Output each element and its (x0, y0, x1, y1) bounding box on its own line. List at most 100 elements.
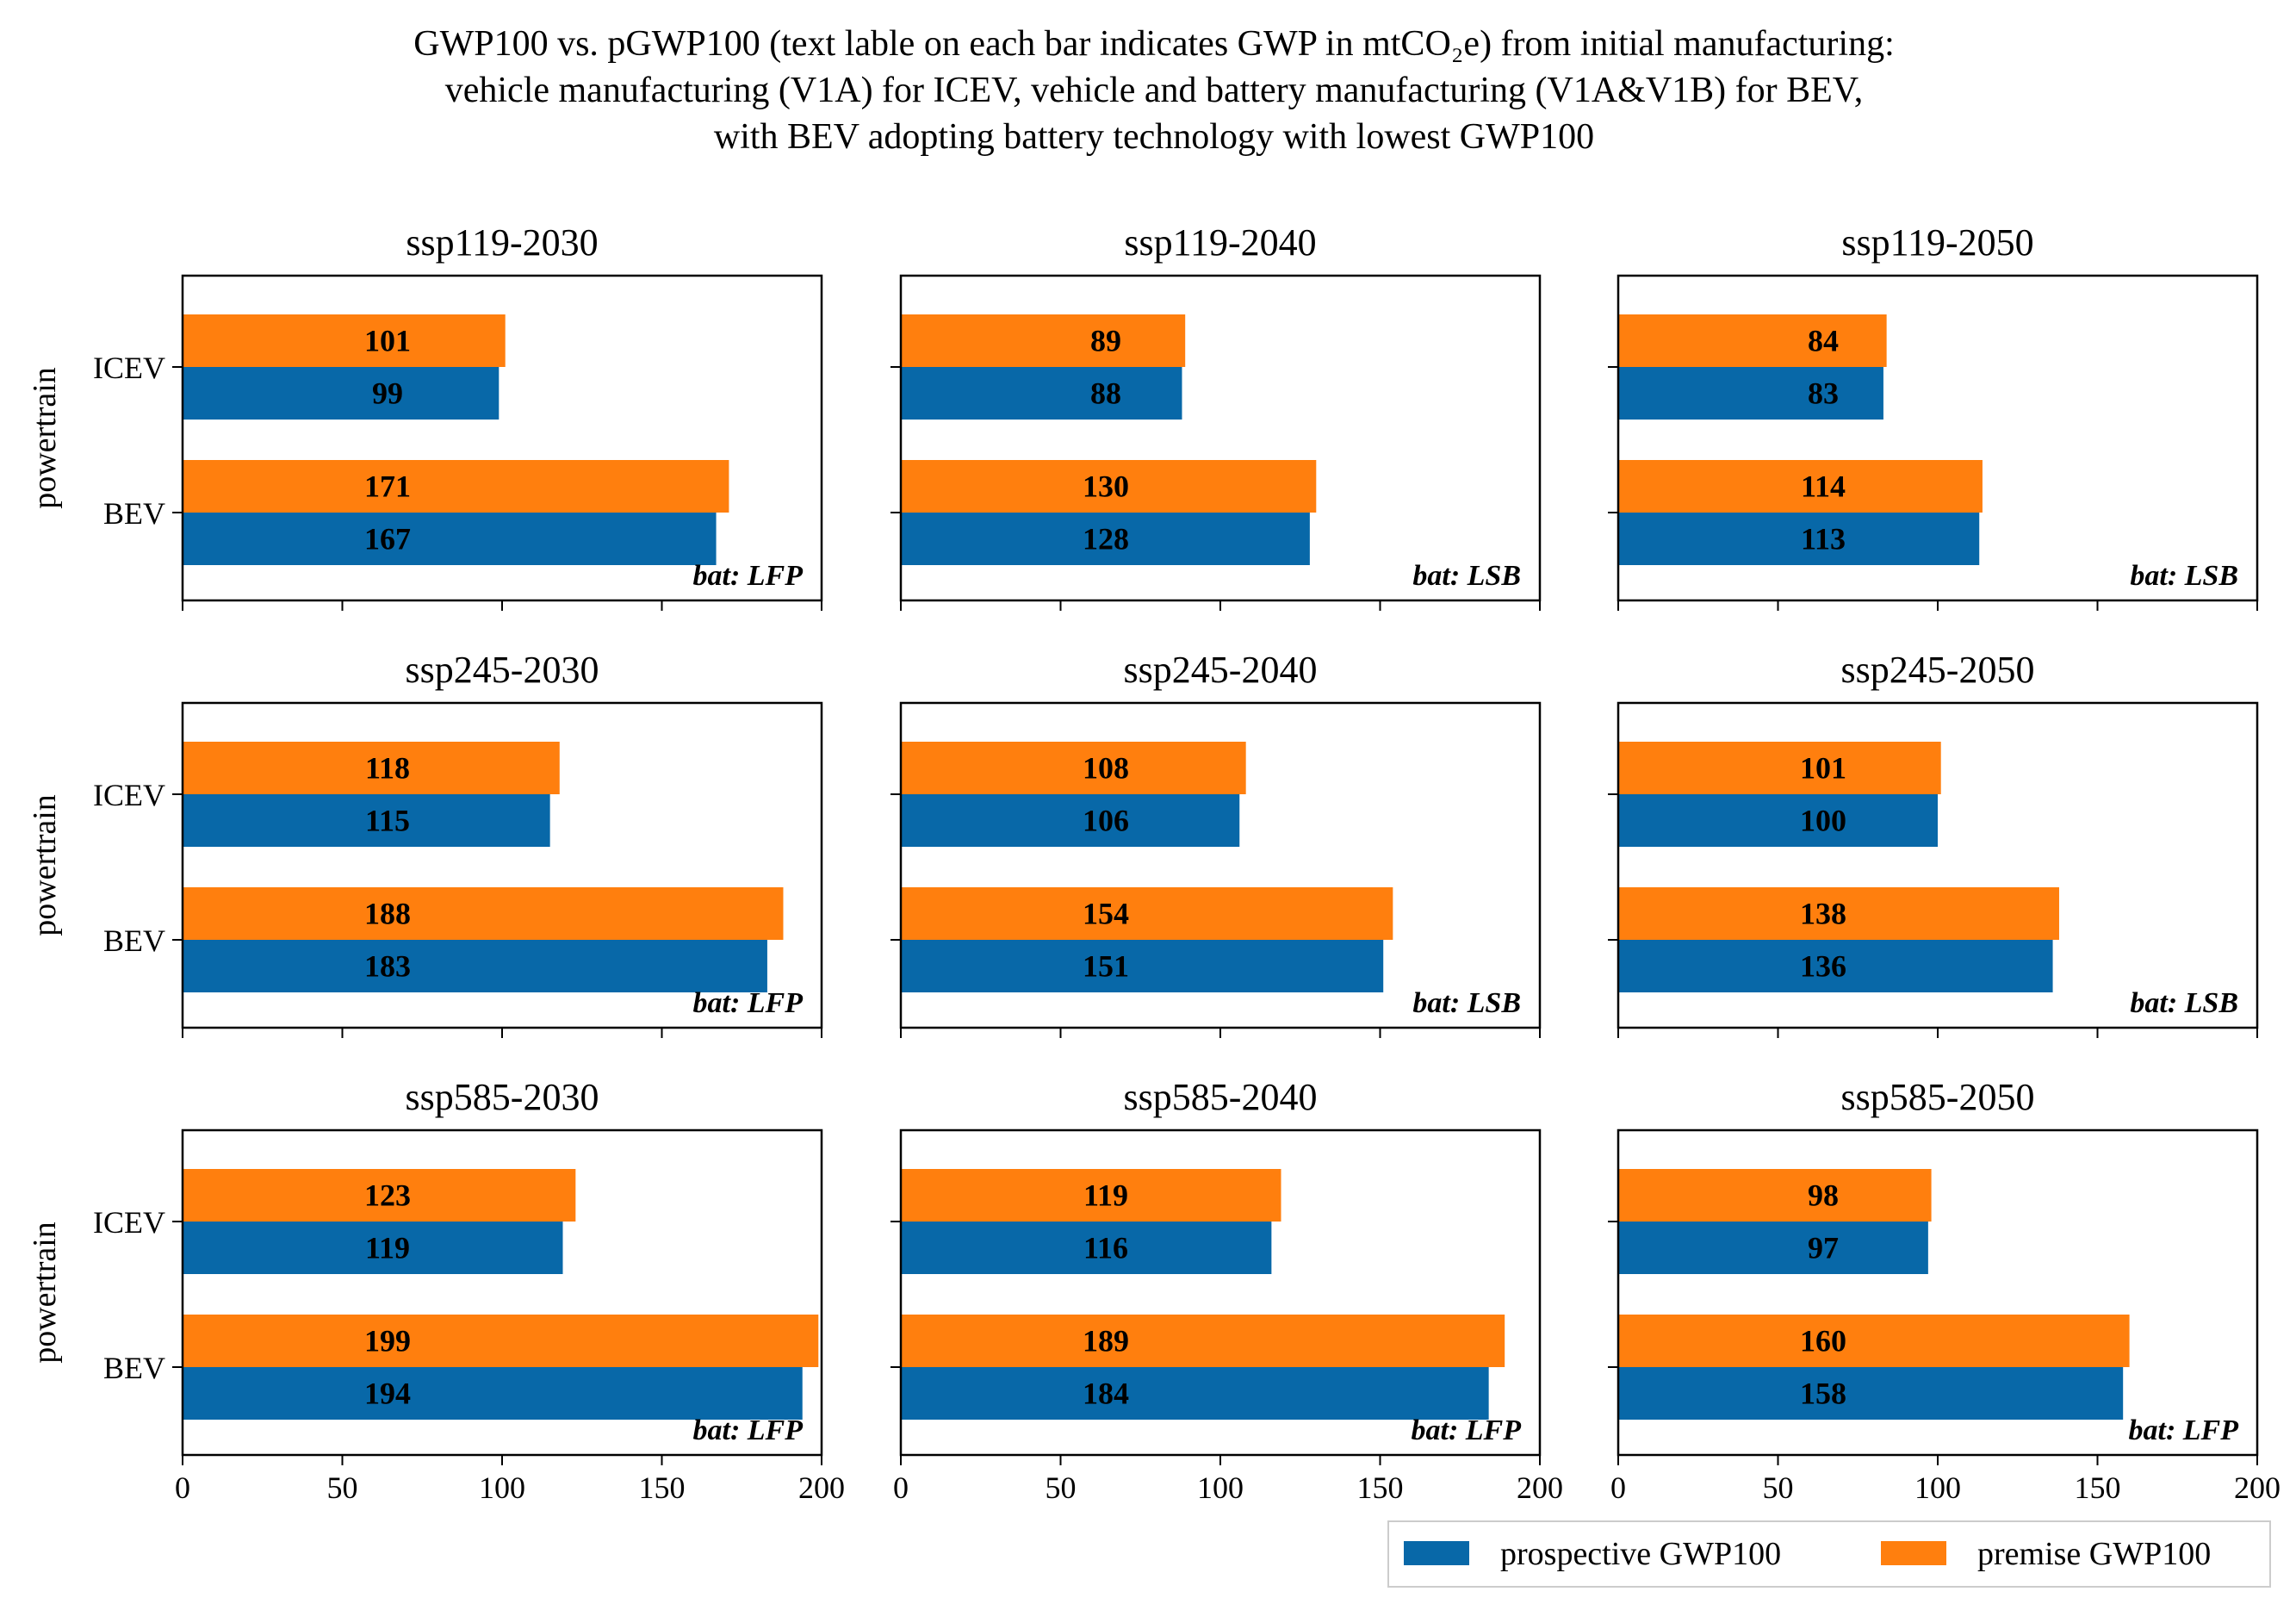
bar-value-label: 151 (1083, 949, 1129, 984)
bar-icev-premise (1618, 1169, 1932, 1222)
legend-label-prospective: prospective GWP100 (1500, 1536, 1781, 1572)
subplot-title: ssp245-2050 (1841, 649, 2035, 691)
bar-value-label: 118 (365, 751, 410, 786)
bar-value-label: 154 (1083, 897, 1129, 931)
bar-value-label: 116 (1083, 1231, 1128, 1265)
bar-icev-premise (1618, 742, 1941, 794)
legend-swatch-prospective (1404, 1541, 1469, 1565)
bar-bev-prospective (183, 940, 767, 992)
x-tick-label: 100 (1914, 1470, 1961, 1505)
bar-value-label: 188 (364, 897, 411, 931)
bar-bev-premise (183, 1315, 819, 1367)
subplot-ssp585-2050: ssp585-2050 97 98 158 160 bat: LFP 0 50 100 150 20… (1608, 1076, 2280, 1505)
bar-icev-premise (901, 1169, 1281, 1222)
bar-value-label: 106 (1083, 804, 1129, 838)
battery-annotation: bat: LSB (1412, 987, 1521, 1019)
x-tick-label: 0 (893, 1470, 909, 1505)
bar-value-label: 199 (364, 1324, 411, 1358)
bar-icev-prospective (901, 794, 1240, 847)
subplot-ssp245-2030: ssp245-2030 115 118 ICEV 183 188 BEV bat: LFP po… (27, 649, 823, 1038)
x-tick-label: 50 (1763, 1470, 1794, 1505)
subplot-title: ssp585-2030 (406, 1076, 599, 1118)
bar-value-label: 113 (1801, 522, 1846, 556)
bar-value-label: 88 (1090, 376, 1121, 411)
figure-title-line-3: with BEV adopting battery technology wit… (714, 117, 1594, 157)
x-tick-label: 200 (798, 1470, 845, 1505)
figure-title-line-2: vehicle manufacturing (V1A) for ICEV, ve… (445, 71, 1863, 110)
battery-annotation: bat: LFP (1412, 1414, 1522, 1446)
subplot-ssp585-2040: ssp585-2040 116 119 184 189 bat: LFP 0 50 100 150… (890, 1076, 1563, 1505)
subplot-grid: ssp119-2030 99 101 ICEV 167 171 BEV bat: LFP pow… (27, 221, 2280, 1505)
bar-value-label: 99 (372, 376, 403, 411)
subplot-ssp245-2040: ssp245-2040 106 108 151 154 bat: LSB (890, 649, 1542, 1038)
battery-annotation: bat: LSB (2130, 987, 2238, 1019)
x-tick-label: 50 (1046, 1470, 1077, 1505)
subplot-title: ssp119-2030 (406, 221, 598, 264)
bar-value-label: 98 (1808, 1178, 1839, 1213)
bar-value-label: 138 (1800, 897, 1846, 931)
bar-bev-prospective (901, 513, 1310, 565)
y-tick-label: ICEV (93, 351, 165, 385)
x-tick-label: 200 (2234, 1470, 2280, 1505)
bar-value-label: 136 (1800, 949, 1846, 984)
bar-value-label: 194 (364, 1377, 411, 1411)
y-tick-label: ICEV (93, 778, 165, 812)
bar-value-label: 160 (1800, 1324, 1846, 1358)
bar-icev-prospective (183, 367, 500, 420)
subplot-ssp119-2040: ssp119-2040 88 89 128 130 bat: LSB (890, 221, 1542, 611)
y-tick-label: BEV (103, 496, 165, 531)
bar-value-label: 108 (1083, 751, 1129, 786)
bar-icev-premise (183, 742, 560, 794)
bar-icev-premise (901, 314, 1186, 367)
bar-value-label: 83 (1808, 376, 1839, 411)
figure-title: GWP100 vs. pGWP100 (text lable on each b… (413, 24, 1895, 157)
bar-icev-prospective (183, 1222, 563, 1274)
bar-bev-premise (901, 887, 1393, 940)
bar-value-label: 130 (1083, 469, 1129, 504)
bar-icev-prospective (901, 1222, 1272, 1274)
bar-bev-premise (901, 1315, 1505, 1367)
subplot-ssp585-2030: ssp585-2030 119 123 ICEV 194 199 BEV bat: LFP 0 5… (27, 1076, 845, 1505)
legend-label-premise: premise GWP100 (1977, 1536, 2211, 1572)
bar-bev-prospective (1618, 513, 1980, 565)
battery-annotation: bat: LFP (693, 987, 804, 1019)
figure-title-line-1: GWP100 vs. pGWP100 (text lable on each b… (413, 24, 1895, 64)
bar-value-label: 184 (1083, 1377, 1129, 1411)
bar-value-label: 84 (1808, 324, 1839, 358)
y-axis-label: powertrain (27, 794, 63, 936)
battery-annotation: bat: LSB (2130, 560, 2238, 592)
y-axis-label: powertrain (27, 367, 63, 509)
bar-bev-premise (1618, 1315, 2130, 1367)
battery-annotation: bat: LFP (693, 560, 804, 592)
bar-icev-prospective (1618, 794, 1938, 847)
bar-bev-prospective (183, 513, 717, 565)
subplot-title: ssp245-2030 (406, 649, 599, 691)
legend-frame (1387, 1520, 2271, 1588)
bar-value-label: 189 (1083, 1324, 1129, 1358)
bar-value-label: 183 (364, 949, 411, 984)
bar-bev-premise (1618, 460, 1983, 513)
bar-value-label: 97 (1808, 1231, 1839, 1265)
bar-icev-prospective (1618, 1222, 1928, 1274)
bar-icev-prospective (901, 367, 1182, 420)
y-tick-label: ICEV (93, 1205, 165, 1240)
legend: prospective GWP100 premise GWP100 (1387, 1520, 2271, 1588)
bar-bev-prospective (1618, 1367, 2124, 1420)
bar-icev-premise (183, 1169, 576, 1222)
subplot-ssp119-2050: ssp119-2050 83 84 113 114 bat: LSB (1608, 221, 2259, 611)
subplot-title: ssp119-2050 (1841, 221, 2033, 264)
subplot-title: ssp119-2040 (1124, 221, 1316, 264)
x-tick-label: 150 (2075, 1470, 2121, 1505)
battery-annotation: bat: LFP (693, 1414, 804, 1446)
x-tick-label: 200 (1517, 1470, 1563, 1505)
bar-value-label: 119 (365, 1231, 410, 1265)
legend-swatch-premise (1881, 1541, 1946, 1565)
bar-value-label: 101 (364, 324, 411, 358)
x-tick-label: 50 (327, 1470, 358, 1505)
y-tick-label: BEV (103, 1351, 165, 1385)
bar-bev-premise (183, 460, 729, 513)
x-tick-label: 0 (175, 1470, 190, 1505)
battery-annotation: bat: LSB (1412, 560, 1521, 592)
